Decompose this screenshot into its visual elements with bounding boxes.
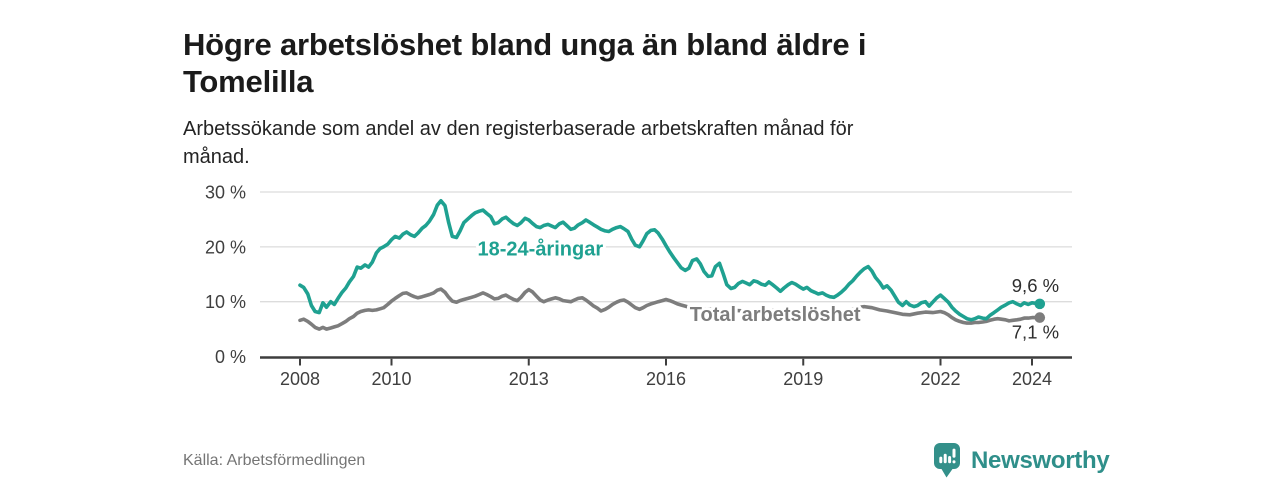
y-tick-label: 0 % [215,347,246,367]
end-value-label-total-arbetsl-shet: 7,1 % [1012,322,1059,343]
series-end-dot-total-arbetsl-shet [1034,312,1046,323]
series-label-total-arbetsl-shet: Total arbetslöshet [690,304,861,326]
y-tick-label: 30 % [205,183,246,203]
source-note: Källa: Arbetsförmedlingen [183,452,366,469]
series-line-18-24-ringar [298,199,1042,322]
chart-title: Högre arbetslöshet bland unga än bland ä… [183,26,867,99]
y-tick-label: 20 % [205,237,246,257]
newsworthy-wordmark: Newsworthy [971,446,1110,474]
x-tick-label: 2008 [280,369,320,389]
y-tick-label: 10 % [205,292,246,312]
x-tick-label: 2010 [371,369,411,389]
chart-subtitle: Arbetssökande som andel av den registerb… [183,118,854,168]
x-tick-label: 2013 [509,369,549,389]
x-tick-label: 2024 [1012,369,1052,389]
newsworthy-chart-pin-icon [934,443,960,478]
series-label-18-24-ringar: 18-24-åringar [478,238,604,261]
end-value-label-18-24-ringar: 9,6 % [1012,275,1059,296]
x-tick-label: 2022 [920,369,960,389]
newsworthy-brand-link[interactable]: Newsworthy [933,443,1110,478]
series-end-dot-18-24-ringar [1034,298,1046,310]
series-line-total-arbetsl-shet [298,287,1042,331]
x-tick-label: 2016 [646,369,686,389]
x-tick-label: 2019 [783,369,823,389]
